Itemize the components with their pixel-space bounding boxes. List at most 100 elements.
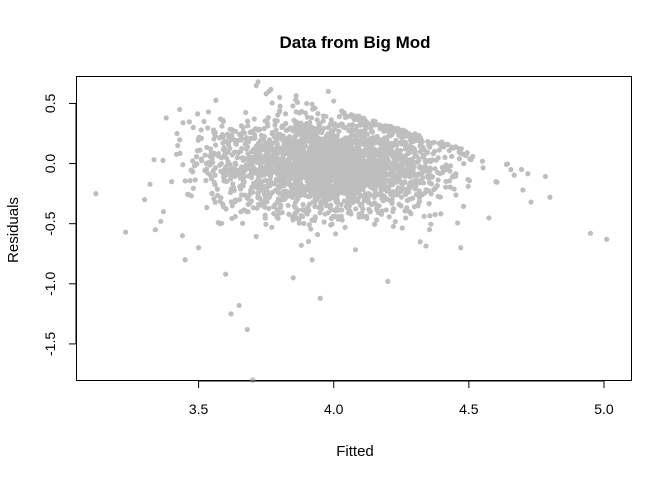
data-point	[333, 135, 339, 142]
data-point	[194, 148, 201, 154]
data-point	[407, 144, 413, 150]
data-point	[301, 207, 307, 213]
data-point	[297, 144, 303, 150]
data-point	[348, 142, 354, 149]
data-point	[354, 198, 360, 204]
data-point	[272, 169, 279, 175]
data-point	[341, 177, 347, 183]
data-point	[356, 113, 362, 119]
data-point	[174, 130, 180, 137]
data-point	[345, 184, 351, 190]
data-point	[245, 151, 251, 157]
data-point	[371, 136, 377, 142]
data-point	[293, 97, 299, 103]
data-point	[298, 242, 304, 248]
data-point	[255, 140, 261, 147]
data-point	[257, 179, 264, 185]
data-point	[414, 159, 420, 165]
data-point	[407, 157, 414, 163]
data-point	[229, 152, 235, 158]
data-point	[360, 169, 366, 175]
data-point	[232, 214, 238, 220]
data-point	[141, 197, 148, 203]
data-point	[276, 174, 282, 180]
data-point	[374, 205, 380, 211]
data-point	[177, 106, 183, 113]
data-point	[308, 115, 315, 121]
data-point	[323, 169, 329, 175]
data-point	[420, 154, 427, 160]
data-point	[293, 93, 299, 99]
data-point	[447, 184, 453, 190]
data-point	[238, 123, 245, 129]
x-tick-label: 5.0	[594, 401, 614, 417]
data-point	[233, 161, 239, 167]
data-point	[160, 157, 166, 163]
data-point	[204, 204, 210, 211]
data-point	[327, 173, 333, 180]
data-point	[232, 173, 238, 180]
data-point	[423, 243, 429, 249]
data-point	[302, 189, 308, 195]
data-point	[402, 146, 408, 152]
data-point	[372, 193, 378, 199]
data-point	[348, 112, 354, 118]
data-point	[245, 139, 251, 145]
data-point	[280, 123, 286, 129]
data-point	[456, 156, 463, 162]
data-point	[416, 133, 422, 139]
data-point	[358, 202, 364, 209]
data-point	[304, 100, 310, 107]
data-point	[366, 175, 372, 181]
x-axis: 3.5 4.0 4.5 5.0	[189, 380, 614, 417]
data-point	[390, 208, 396, 215]
data-point	[383, 207, 389, 213]
data-point	[306, 222, 312, 228]
data-point	[369, 122, 375, 128]
data-point	[276, 108, 283, 114]
data-point	[379, 156, 385, 163]
data-point	[279, 209, 285, 216]
data-point	[336, 113, 342, 120]
data-point	[292, 124, 298, 130]
data-point	[163, 115, 169, 121]
data-point	[258, 156, 264, 162]
data-point	[312, 105, 318, 111]
data-point	[302, 110, 309, 116]
data-point	[243, 109, 249, 116]
data-point	[417, 192, 423, 199]
data-point	[322, 187, 329, 194]
data-point	[259, 145, 265, 152]
data-point	[408, 211, 414, 217]
data-point	[278, 164, 284, 170]
data-point	[307, 147, 314, 154]
data-point	[306, 171, 313, 177]
data-point	[263, 221, 269, 227]
data-point	[282, 111, 289, 117]
data-point	[413, 180, 419, 186]
data-point	[354, 136, 360, 142]
data-point	[437, 170, 443, 177]
data-point	[332, 121, 338, 127]
data-point	[219, 201, 226, 207]
data-point	[203, 160, 210, 167]
data-point	[431, 139, 437, 145]
data-point	[264, 162, 270, 169]
data-point	[220, 147, 227, 153]
x-axis-label: Fitted	[336, 443, 374, 460]
data-point	[168, 179, 175, 185]
data-point	[397, 128, 403, 134]
data-point	[359, 134, 365, 141]
data-point	[240, 167, 246, 173]
data-point	[187, 178, 193, 184]
data-point	[247, 200, 253, 207]
data-point	[227, 189, 234, 196]
data-point	[386, 178, 392, 184]
data-point	[273, 187, 279, 193]
data-point	[286, 211, 292, 217]
data-point	[342, 155, 348, 161]
data-point	[426, 227, 433, 233]
data-point	[250, 205, 257, 211]
data-point	[215, 151, 222, 157]
data-point	[327, 132, 333, 138]
